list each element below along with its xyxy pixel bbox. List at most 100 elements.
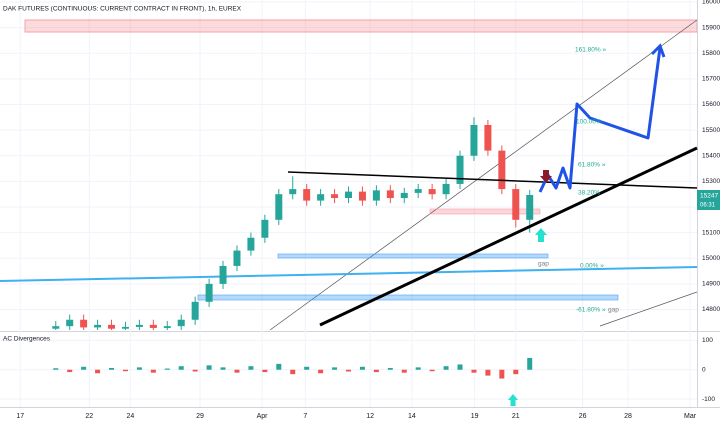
- candle-body: [345, 191, 352, 199]
- histogram-bar: [443, 366, 449, 370]
- candle-body: [526, 194, 534, 220]
- fib-label: 0.00% »: [580, 263, 604, 270]
- histogram-bar: [109, 367, 115, 370]
- fib-label: -61.80% »: [576, 307, 606, 314]
- x-tick-label: 19: [471, 413, 479, 420]
- y-tick-label: 15800: [702, 50, 720, 57]
- histogram-bar: [527, 357, 533, 370]
- histogram-bar: [178, 366, 184, 370]
- projection-arrow: [650, 43, 666, 58]
- histogram-bar: [206, 365, 212, 370]
- y-tick-label: 0: [702, 366, 706, 373]
- x-tick-label: 14: [408, 413, 416, 420]
- candle-body: [456, 155, 464, 184]
- support-line: [0, 266, 697, 282]
- y-tick-label: 16000: [702, 0, 720, 6]
- histogram-bar: [401, 369, 407, 373]
- histogram-bar: [485, 369, 491, 376]
- histogram-bar: [262, 369, 268, 373]
- x-tick-label: Apr: [257, 413, 269, 420]
- y-tick-label: 15000: [702, 255, 720, 262]
- drawings-top: 161.80% » 100.00% 61.80% » 38.20% 0.00% …: [287, 43, 698, 406]
- histogram-bar: [304, 366, 310, 370]
- candle-body: [317, 194, 325, 201]
- fib-label: 61.80% »: [578, 162, 606, 169]
- candle-body: [108, 324, 116, 329]
- histogram-bar: [429, 369, 435, 372]
- histogram-bar: [457, 364, 463, 370]
- indicator-title: AC Divergences: [3, 336, 51, 343]
- histogram-bar: [53, 368, 59, 370]
- candle-body: [386, 190, 394, 199]
- histogram-bar: [471, 369, 477, 373]
- histogram-bar: [332, 367, 338, 370]
- chart-title: DAK FUTURES (CONTINUOUS: CURRENT CONTRAC…: [3, 6, 242, 13]
- candle-body: [66, 319, 74, 327]
- x-tick-label: 12: [366, 413, 374, 420]
- candle-body: [149, 324, 157, 328]
- histogram-bar: [513, 369, 519, 375]
- histogram-bar: [359, 366, 365, 370]
- candle-body: [219, 265, 227, 284]
- candle-body: [233, 250, 241, 266]
- candle-body: [121, 326, 129, 329]
- candle-body: [135, 324, 143, 327]
- y-tick-label: 15700: [702, 76, 720, 83]
- x-tick-label: 7: [303, 413, 307, 420]
- candle-body: [414, 189, 422, 193]
- x-tick-label: 26: [579, 413, 587, 420]
- histogram-bar: [499, 369, 505, 379]
- gap-zone: [277, 253, 549, 259]
- channel-line: [599, 291, 697, 327]
- candle-body: [442, 183, 450, 195]
- histogram-bar: [122, 369, 128, 372]
- projection-path: [538, 47, 662, 193]
- fib-label: 38.20%: [578, 190, 600, 197]
- x-tick-label: 22: [85, 413, 93, 420]
- candle-body: [470, 125, 478, 156]
- candle-body: [303, 189, 311, 201]
- trend-line: [287, 171, 698, 189]
- histogram-bar: [290, 369, 296, 375]
- gap-label: gap: [538, 261, 549, 268]
- x-tick-label: 21: [512, 413, 520, 420]
- candle-body: [331, 194, 339, 199]
- histogram-bar: [346, 369, 351, 372]
- histogram-bar: [81, 366, 87, 370]
- histogram-bar: [234, 369, 240, 373]
- countdown: 06:31: [700, 203, 716, 209]
- histogram-bar: [136, 367, 142, 370]
- down-arrow: [540, 170, 552, 183]
- candle-body: [177, 319, 185, 327]
- last-price-label: 15247: [700, 193, 718, 200]
- candle-body: [358, 191, 366, 201]
- y-tick-label: 14900: [702, 281, 720, 288]
- candle-body: [191, 301, 199, 320]
- x-tick-label: 28: [624, 413, 632, 420]
- candle-body: [498, 150, 506, 190]
- candle-body: [205, 283, 213, 302]
- candle-body: [52, 326, 60, 329]
- y-tick-label: 15600: [702, 101, 720, 108]
- histogram-bar: [67, 369, 73, 373]
- trend-line: [319, 146, 698, 327]
- fib-label: 161.80% »: [575, 47, 606, 54]
- y-tick-label: 15300: [702, 178, 720, 185]
- gap-zone: [197, 294, 619, 301]
- y-tick-label: 100: [702, 337, 713, 344]
- histogram-bar: [164, 368, 170, 370]
- up-arrow: [508, 394, 518, 406]
- up-arrow: [535, 228, 547, 242]
- candle-body: [289, 189, 297, 195]
- histogram-bar: [192, 369, 198, 372]
- channel-line: [269, 19, 697, 330]
- candle-body: [372, 190, 380, 201]
- histogram-bar: [248, 366, 254, 370]
- candle-body: [428, 189, 436, 195]
- histogram-bar: [95, 369, 101, 374]
- candle-body: [484, 125, 492, 151]
- fib-label: 100.00%: [576, 119, 602, 126]
- histogram-bar: [150, 369, 156, 373]
- x-tick-label: 29: [196, 413, 204, 420]
